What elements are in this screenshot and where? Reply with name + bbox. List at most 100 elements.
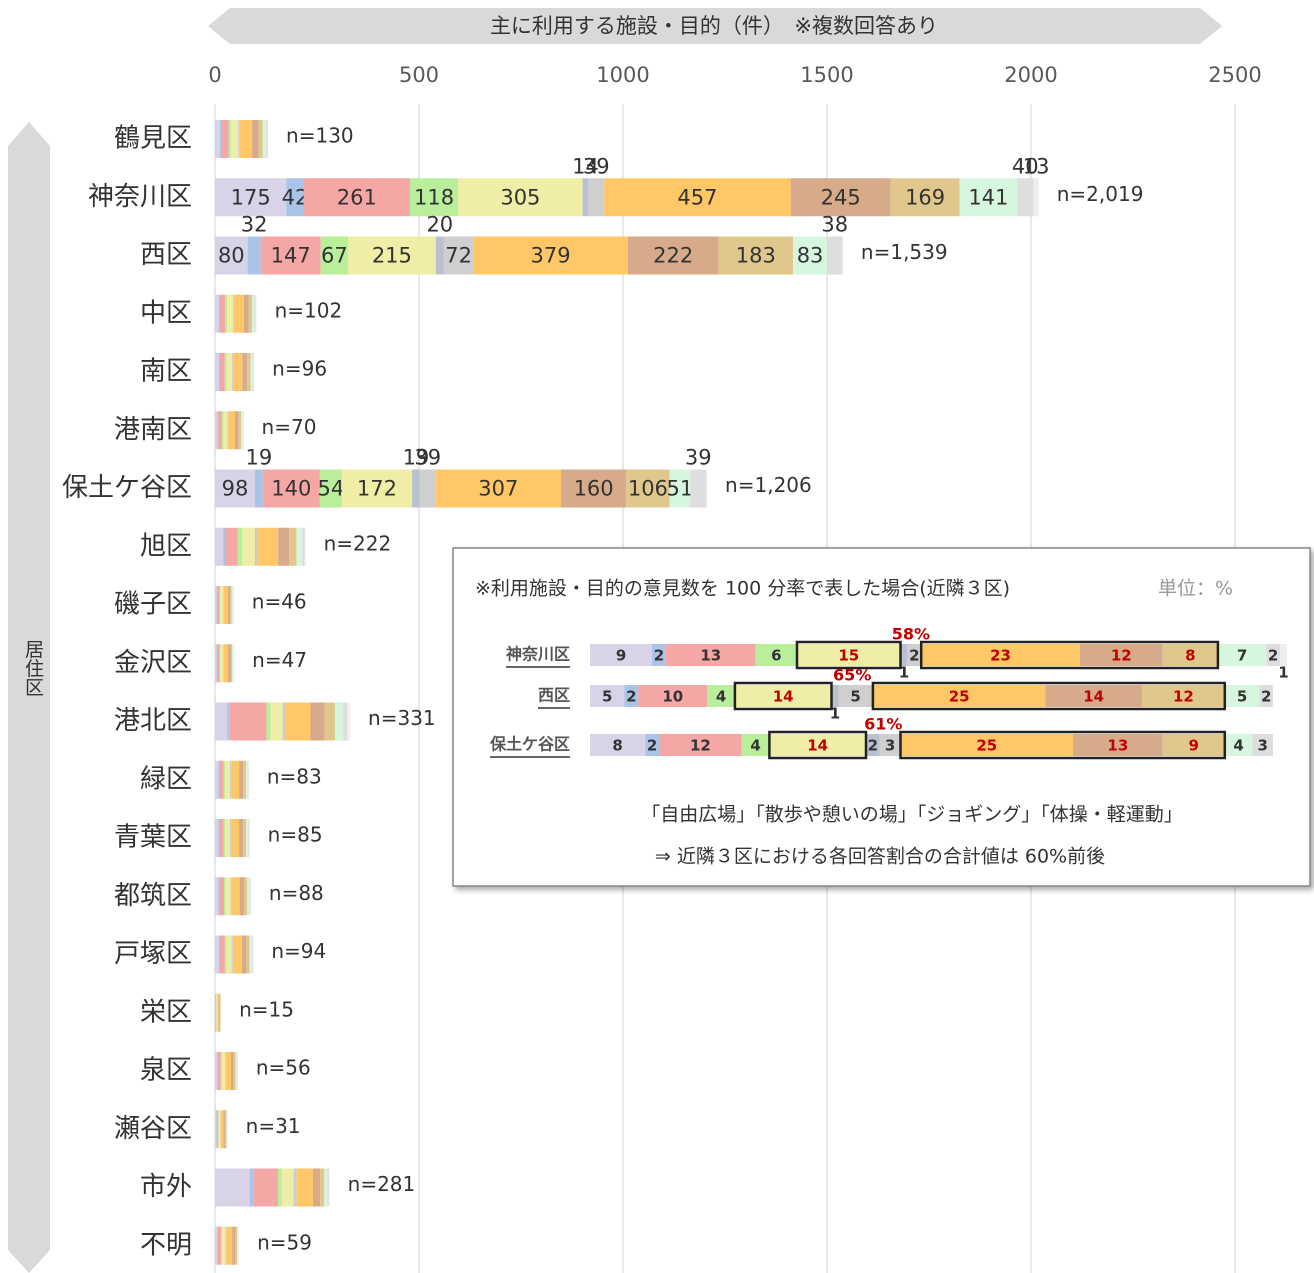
bar-segment bbox=[220, 1110, 224, 1149]
inset-segment bbox=[1266, 644, 1280, 666]
inset-segment bbox=[665, 644, 756, 666]
category-label: 旭区 bbox=[140, 531, 192, 561]
bar-segment bbox=[247, 236, 261, 275]
bar-segment bbox=[231, 877, 240, 916]
bar-segment bbox=[223, 411, 228, 450]
data-label: 147 bbox=[271, 244, 311, 268]
bar-segment bbox=[219, 644, 221, 683]
inset-data-label: 2 bbox=[626, 688, 636, 706]
bar-segment bbox=[233, 353, 243, 391]
highlight-label: 58% bbox=[892, 625, 930, 644]
bar-segment bbox=[588, 178, 605, 217]
inset-segment bbox=[1162, 644, 1218, 666]
bar-segment bbox=[215, 411, 218, 450]
bar-segment bbox=[278, 1168, 282, 1207]
data-label: 13 bbox=[1023, 154, 1050, 178]
inset-segment bbox=[838, 685, 873, 707]
bar-segment bbox=[221, 411, 224, 450]
bar-segment bbox=[959, 178, 1018, 217]
bar-segment bbox=[215, 1052, 218, 1090]
bar-segment bbox=[255, 294, 257, 333]
category-label: 戸塚区 bbox=[114, 939, 192, 969]
bar-segment bbox=[669, 469, 691, 508]
bar-segment bbox=[410, 178, 459, 217]
bar-segment bbox=[341, 469, 413, 508]
bar-segment bbox=[228, 411, 235, 450]
inset-data-label: 4 bbox=[1233, 737, 1243, 755]
inset-data-label: 14 bbox=[1083, 688, 1104, 706]
bar-segment bbox=[249, 1168, 254, 1207]
bar-segment bbox=[237, 1226, 239, 1265]
bar-segment bbox=[223, 819, 226, 857]
inset-segment bbox=[866, 734, 880, 756]
x-tick-label: 2000 bbox=[1004, 63, 1057, 87]
bar-segment bbox=[215, 760, 219, 799]
bar-segment bbox=[412, 469, 420, 508]
inset-data-label: 12 bbox=[1111, 647, 1132, 665]
data-label: 160 bbox=[574, 477, 614, 501]
bar-segment bbox=[348, 236, 436, 275]
data-label: 140 bbox=[271, 477, 311, 501]
bar-segment bbox=[347, 702, 351, 741]
inset-box bbox=[452, 547, 1311, 887]
bar-segment bbox=[228, 120, 231, 158]
bar-segment bbox=[242, 527, 255, 566]
bar-segment bbox=[560, 469, 627, 508]
bar-segment bbox=[232, 353, 234, 391]
inset-segment bbox=[590, 685, 625, 707]
bar-segment bbox=[230, 120, 239, 158]
bar-segment bbox=[230, 819, 232, 857]
bar-segment bbox=[435, 469, 561, 508]
bar-segment bbox=[218, 819, 220, 857]
bar-segment bbox=[247, 760, 249, 799]
bar-segment bbox=[253, 1168, 279, 1207]
data-label: 215 bbox=[372, 244, 412, 268]
x-tick-label: 1000 bbox=[596, 63, 649, 87]
bar-segment bbox=[252, 294, 255, 333]
inset-data-label: 13 bbox=[700, 647, 721, 665]
bar-segment bbox=[343, 702, 348, 741]
category-label: 市外 bbox=[140, 1172, 192, 1202]
bar-segment bbox=[237, 527, 243, 566]
data-label: 83 bbox=[797, 244, 824, 268]
category-label: 西区 bbox=[140, 240, 192, 270]
category-label: 都筑区 bbox=[114, 881, 192, 911]
bar-segment bbox=[242, 411, 244, 450]
bar-segment bbox=[218, 294, 220, 333]
bar-segment bbox=[215, 877, 219, 916]
bar-segment bbox=[223, 760, 226, 799]
category-label: 南区 bbox=[140, 357, 192, 387]
inset-data-label: 2 bbox=[654, 647, 664, 665]
bar-segment bbox=[234, 411, 239, 450]
bar-segment bbox=[254, 294, 256, 333]
data-label: 39 bbox=[414, 446, 441, 470]
bar-segment bbox=[234, 1226, 238, 1265]
data-label: 54 bbox=[318, 477, 345, 501]
bar-segment bbox=[250, 353, 253, 391]
bar-segment bbox=[217, 1226, 222, 1265]
total-label: n=281 bbox=[348, 1172, 416, 1196]
bar-segment bbox=[233, 294, 235, 333]
total-label: n=1,206 bbox=[725, 473, 812, 497]
bar-segment bbox=[220, 644, 224, 683]
bar-segment bbox=[247, 877, 250, 916]
bar-segment bbox=[627, 236, 719, 275]
inset-data-label: 1 bbox=[899, 664, 909, 682]
bar-segment bbox=[334, 702, 344, 741]
bar-segment bbox=[218, 935, 220, 974]
inset-segment bbox=[590, 734, 646, 756]
bar-segment bbox=[248, 294, 253, 333]
inset-data-label: 2 bbox=[1268, 647, 1278, 665]
data-label: 51 bbox=[667, 477, 694, 501]
bar-segment bbox=[215, 1168, 250, 1207]
bar-segment bbox=[230, 644, 233, 683]
data-label: 245 bbox=[821, 185, 861, 209]
bar-segment bbox=[327, 1168, 329, 1207]
inset-segment bbox=[734, 685, 832, 707]
category-label: 瀬谷区 bbox=[114, 1114, 192, 1144]
bar-segment bbox=[241, 935, 247, 974]
bar-segment bbox=[219, 877, 224, 916]
inset-segment bbox=[1073, 734, 1163, 756]
bar-segment bbox=[690, 469, 707, 508]
inset-data-label: 10 bbox=[662, 688, 683, 706]
